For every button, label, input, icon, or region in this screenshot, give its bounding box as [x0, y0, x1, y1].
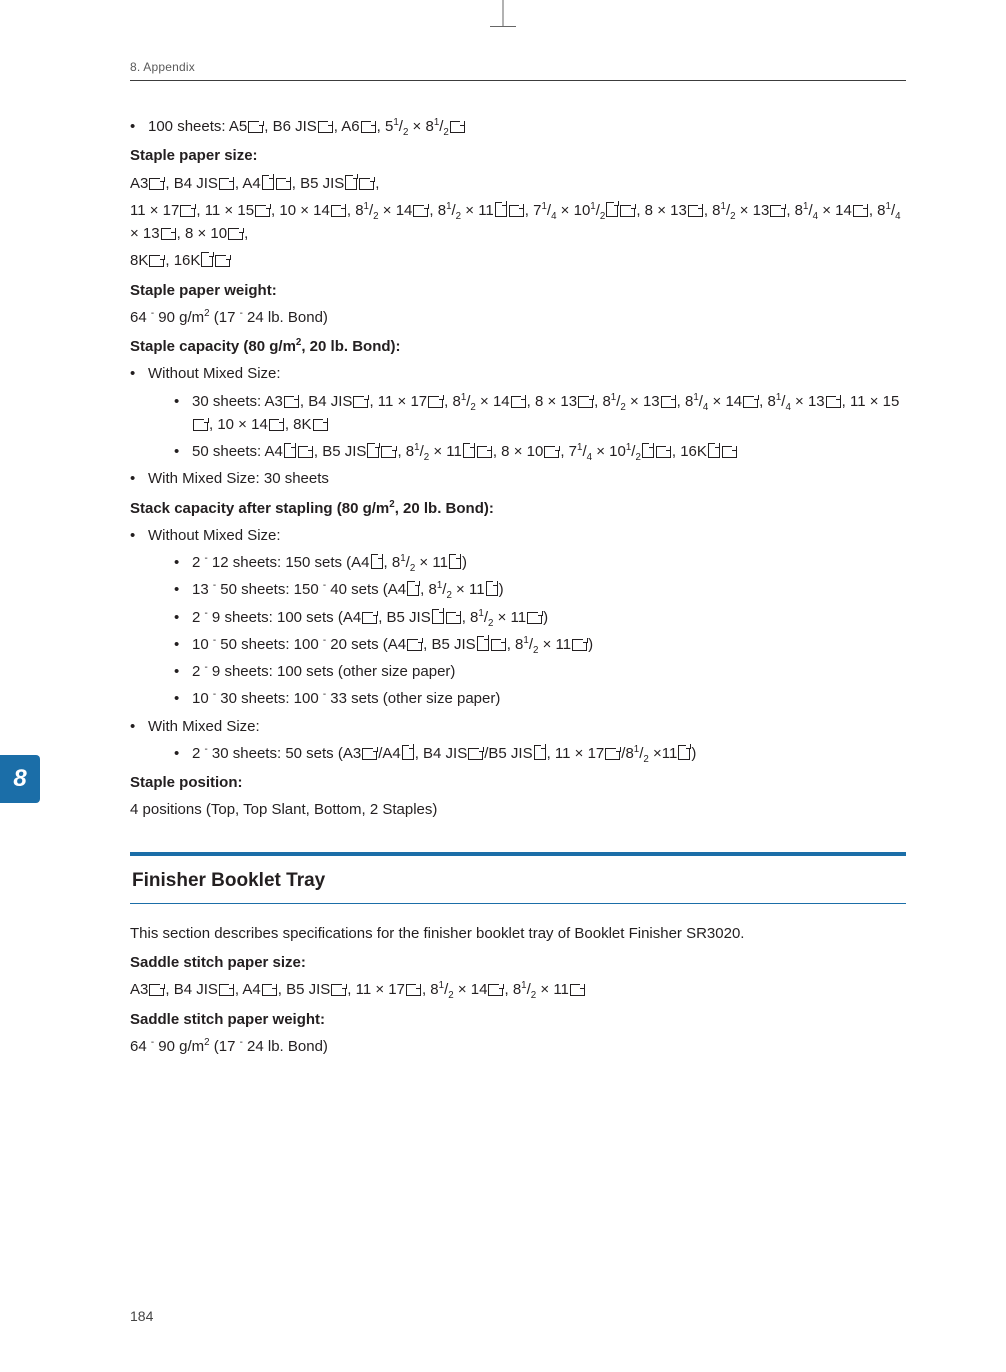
spec-label: Stack capacity after stapling (80 g/m2, …: [130, 497, 906, 520]
list-item: 50 sheets: A4, B5 JIS, 81/2 × 11, 8 × 10…: [174, 440, 906, 463]
crop-mark-h: [490, 26, 516, 27]
spec-label: Staple paper weight:: [130, 279, 906, 302]
spec-value: 64 - 90 g/m2 (17 - 24 lb. Bond): [130, 306, 906, 329]
spec-label: Saddle stitch paper size:: [130, 951, 906, 974]
spec-label: Saddle stitch paper weight:: [130, 1008, 906, 1031]
list-item: 100 sheets: A5, B6 JIS, A6, 51/2 × 81/2: [130, 115, 906, 138]
spec-value: A3, B4 JIS, A4, B5 JIS, 11 × 17, 81/2 × …: [130, 978, 906, 1001]
header-rule: [130, 80, 906, 81]
spec-value: 11 × 17, 11 × 15, 10 × 14, 81/2 × 14, 81…: [130, 199, 906, 246]
chapter-tab: 8: [0, 755, 40, 803]
spec-value: 8K, 16K: [130, 249, 906, 272]
list-item: With Mixed Size: 30 sheets: [130, 467, 906, 490]
section-intro: This section describes specifications fo…: [130, 922, 906, 945]
list-item: Without Mixed Size: 30 sheets: A3, B4 JI…: [130, 362, 906, 463]
list-item: 2 - 9 sheets: 100 sets (other size paper…: [174, 660, 906, 683]
section-heading: Finisher Booklet Tray: [130, 852, 906, 904]
spec-label: Staple position:: [130, 771, 906, 794]
list-item: 10 - 50 sheets: 100 - 20 sets (A4, B5 JI…: [174, 633, 906, 656]
spec-label: Staple paper size:: [130, 144, 906, 167]
spec-value: A3, B4 JIS, A4, B5 JIS,: [130, 172, 906, 195]
crop-mark-v: [503, 0, 504, 26]
list-item: 13 - 50 sheets: 150 - 40 sets (A4, 81/2 …: [174, 578, 906, 601]
list-item: 2 - 30 sheets: 50 sets (A3/A4, B4 JIS/B5…: [174, 742, 906, 765]
page-number: 184: [130, 1308, 153, 1324]
list-item: 2 - 9 sheets: 100 sets (A4, B5 JIS, 81/2…: [174, 606, 906, 629]
list-item: 2 - 12 sheets: 150 sets (A4, 81/2 × 11): [174, 551, 906, 574]
spec-value: 4 positions (Top, Top Slant, Bottom, 2 S…: [130, 798, 906, 821]
list-item: With Mixed Size: 2 - 30 sheets: 50 sets …: [130, 715, 906, 766]
list-item: 30 sheets: A3, B4 JIS, 11 × 17, 81/2 × 1…: [174, 390, 906, 437]
breadcrumb: 8. Appendix: [130, 60, 906, 74]
list-item: Without Mixed Size: 2 - 12 sheets: 150 s…: [130, 524, 906, 711]
spec-value: 64 - 90 g/m2 (17 - 24 lb. Bond): [130, 1035, 906, 1058]
spec-label: Staple capacity (80 g/m2, 20 lb. Bond):: [130, 335, 906, 358]
list-item: 10 - 30 sheets: 100 - 33 sets (other siz…: [174, 687, 906, 710]
